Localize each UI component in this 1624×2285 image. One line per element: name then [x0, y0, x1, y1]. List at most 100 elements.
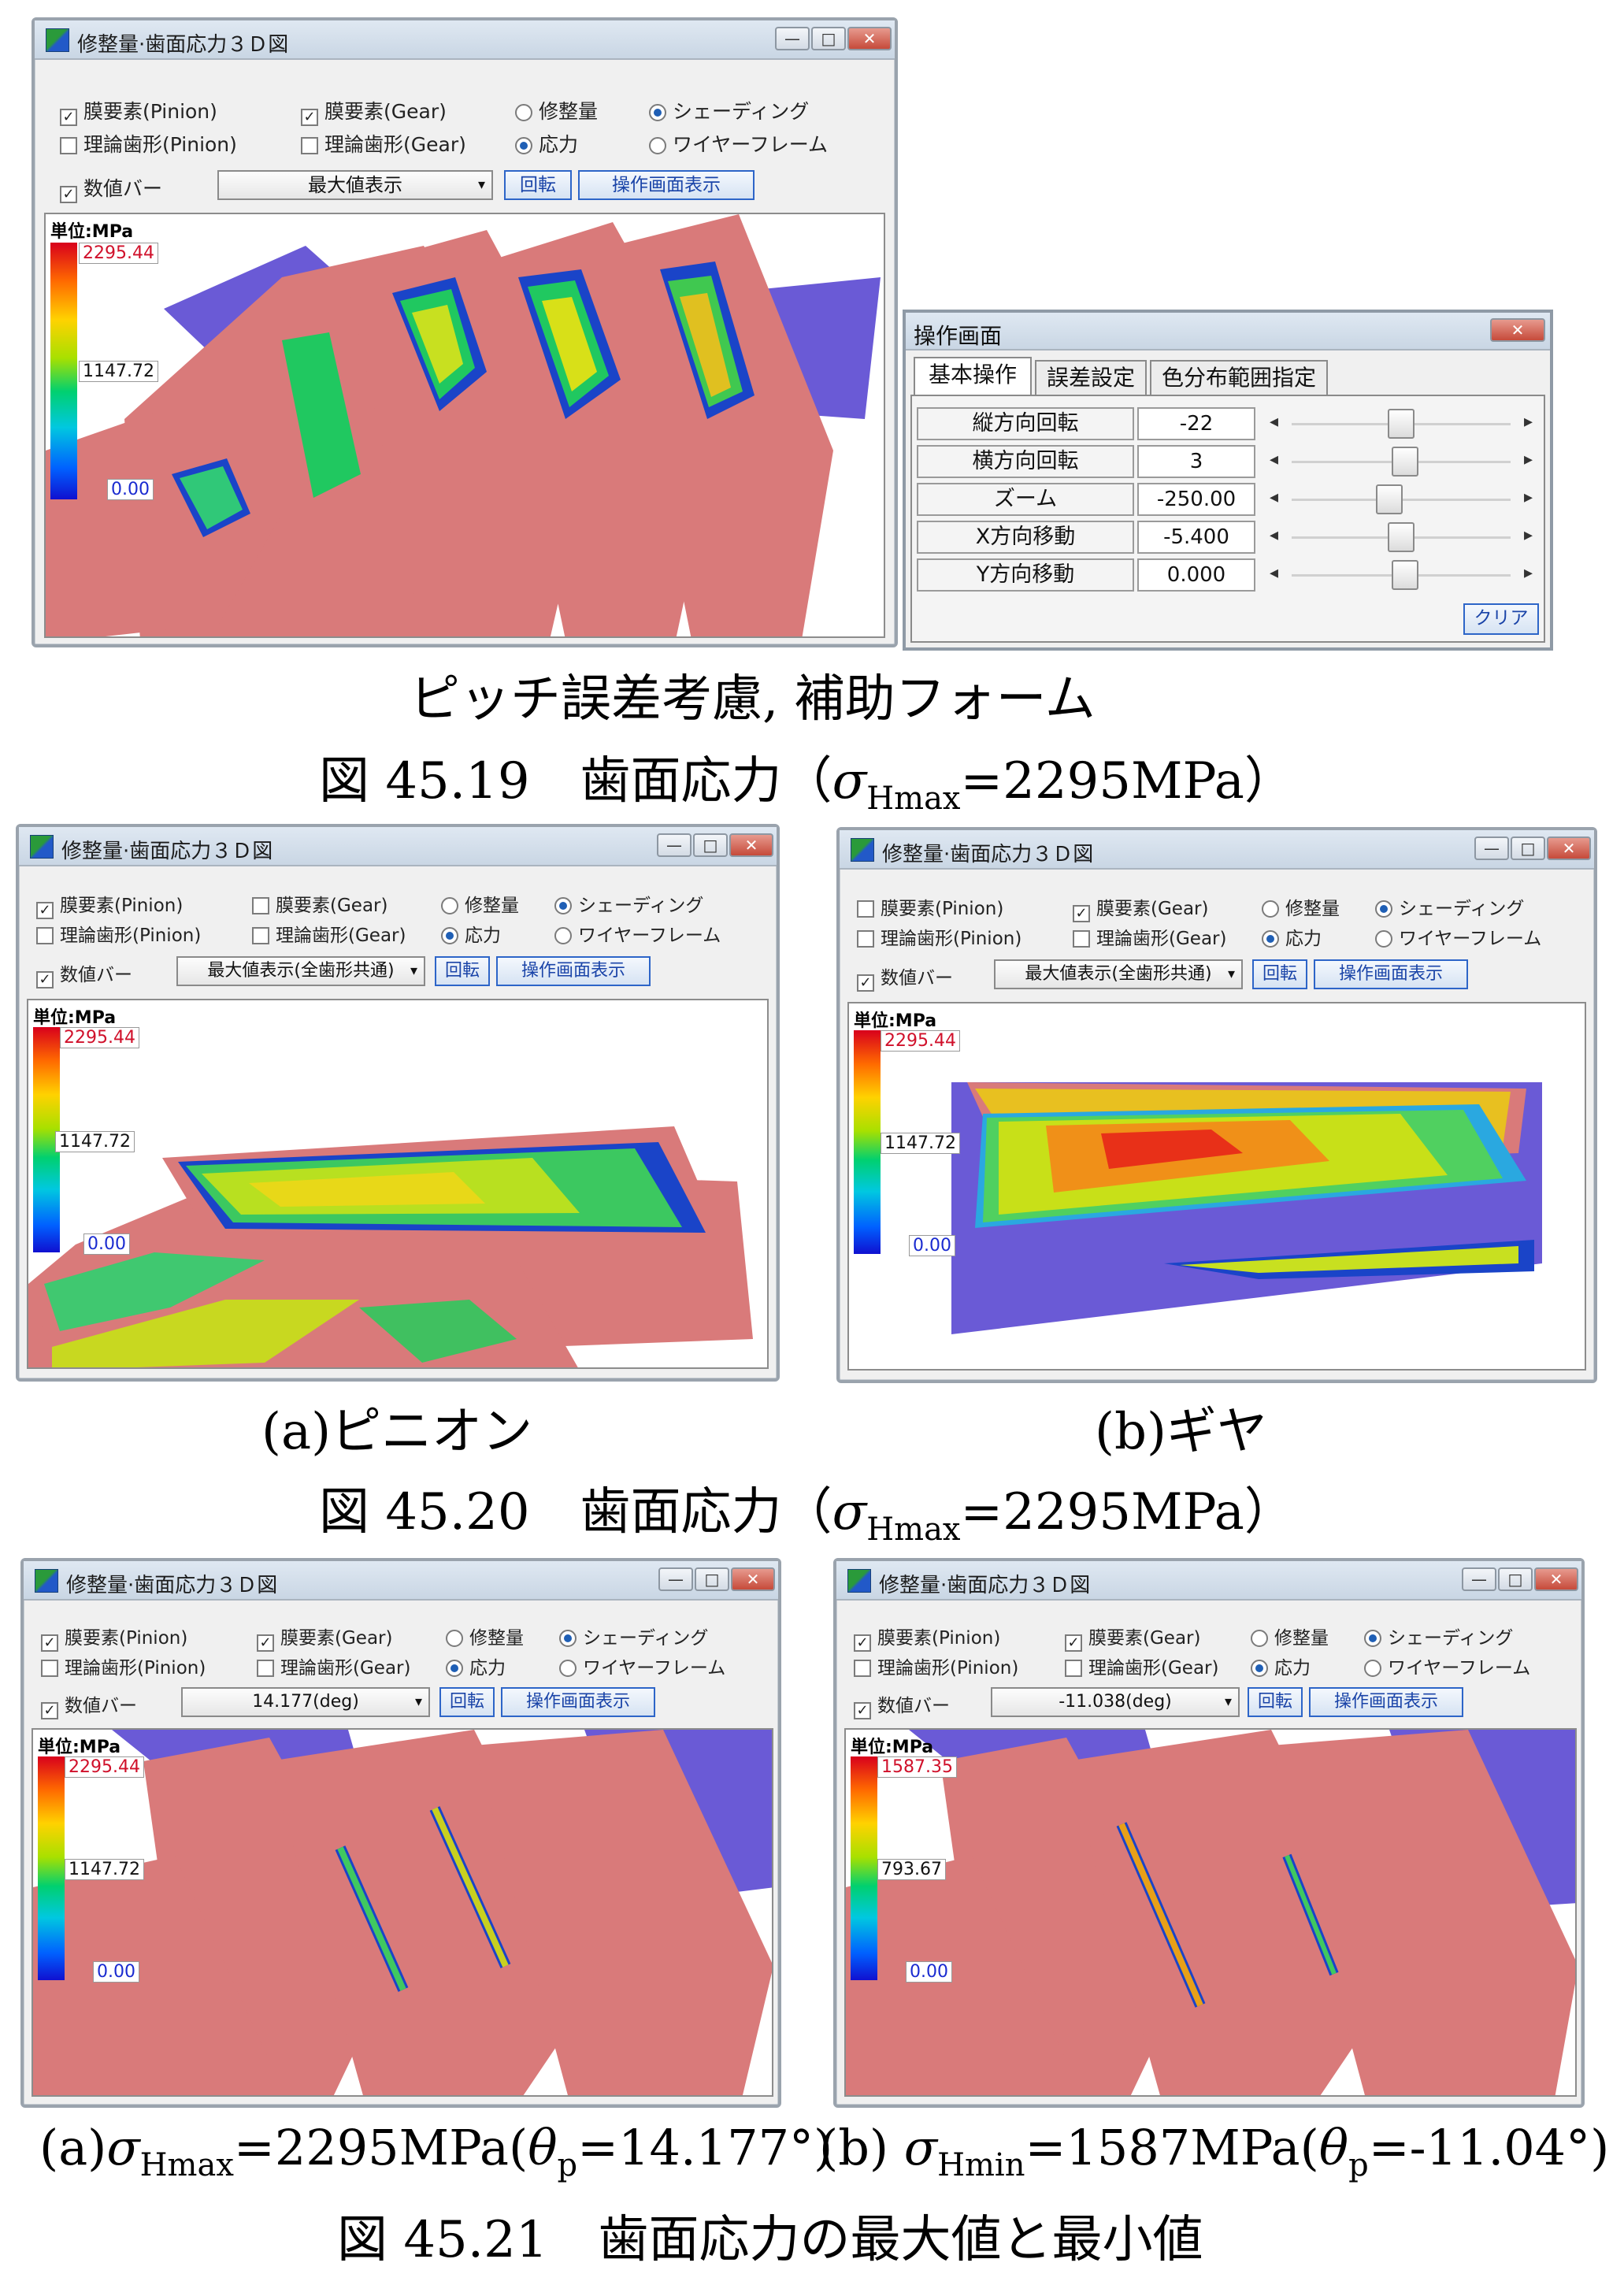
minimize-button[interactable]: — [658, 1567, 693, 1591]
slider-thumb[interactable] [1388, 522, 1415, 552]
check-pinion-theory[interactable]: 理論歯形(Pinion) [60, 129, 237, 158]
close-button[interactable]: ✕ [1547, 836, 1591, 860]
radio-off[interactable] [1364, 1660, 1381, 1677]
check-gear-elem[interactable]: ✓ 膜要素(Gear) [1065, 1623, 1200, 1652]
title-bar[interactable]: 修整量·歯面応力３Ｄ図 — □ ✕ [35, 20, 895, 60]
radio-off[interactable] [1251, 1630, 1268, 1647]
radio-stress[interactable]: 応力 [515, 129, 578, 158]
checkbox-checked[interactable]: ✓ [857, 974, 874, 992]
radio-shading[interactable]: シェーディング [1364, 1623, 1513, 1649]
checkbox-unchecked[interactable] [36, 927, 54, 944]
op-row-slider[interactable]: ◂ ▸ [1265, 409, 1537, 439]
checkbox-unchecked[interactable] [301, 137, 318, 154]
radio-shading[interactable]: シェーディング [1375, 893, 1524, 920]
checkbox-unchecked[interactable] [60, 137, 77, 154]
checkbox-unchecked[interactable] [252, 927, 269, 944]
op-row-value-field[interactable]: -5.400 [1137, 521, 1255, 554]
checkbox-unchecked[interactable] [854, 1660, 871, 1677]
radio-on[interactable] [559, 1630, 577, 1647]
check-numeric-bar[interactable]: ✓ 数値バー [41, 1690, 137, 1719]
radio-off[interactable] [1262, 900, 1279, 918]
minimize-button[interactable]: — [657, 833, 691, 857]
slider-right-arrow[interactable]: ▸ [1523, 563, 1533, 583]
checkbox-checked[interactable]: ✓ [1073, 905, 1090, 922]
radio-on[interactable] [441, 927, 458, 944]
check-gear-theory[interactable]: 理論歯形(Gear) [301, 129, 466, 158]
slider-left-arrow[interactable]: ◂ [1270, 450, 1279, 469]
radio-on[interactable] [446, 1660, 463, 1677]
check-gear-theory[interactable]: 理論歯形(Gear) [1065, 1653, 1218, 1679]
display-mode-dropdown[interactable]: 最大値表示 ▾ [217, 170, 493, 200]
rotate-button[interactable]: 回転 [504, 170, 572, 200]
op-row-value-field[interactable]: 3 [1137, 445, 1255, 478]
tab-error-settings[interactable]: 誤差設定 [1035, 360, 1147, 396]
slider-left-arrow[interactable]: ◂ [1270, 412, 1279, 432]
radio-off[interactable] [441, 897, 458, 914]
check-pinion-theory[interactable]: 理論歯形(Pinion) [41, 1653, 206, 1679]
radio-on[interactable] [515, 137, 532, 154]
checkbox-checked[interactable]: ✓ [257, 1634, 274, 1652]
checkbox-unchecked[interactable] [1065, 1660, 1082, 1677]
rotate-button[interactable]: 回転 [439, 1687, 495, 1717]
close-button[interactable]: ✕ [1534, 1567, 1578, 1591]
slider-left-arrow[interactable]: ◂ [1270, 563, 1279, 583]
slider-thumb[interactable] [1391, 447, 1418, 477]
check-numeric-bar[interactable]: ✓ 数値バー [36, 959, 132, 989]
radio-modify[interactable]: 修整量 [446, 1623, 524, 1649]
angle-dropdown[interactable]: -11.038(deg) ▾ [991, 1687, 1240, 1717]
check-pinion-elem[interactable]: ✓ 膜要素(Pinion) [36, 890, 183, 919]
radio-shading[interactable]: シェーディング [554, 890, 703, 917]
check-pinion-theory[interactable]: 理論歯形(Pinion) [857, 923, 1021, 950]
checkbox-unchecked[interactable] [1073, 930, 1090, 948]
maximize-button[interactable]: □ [1498, 1567, 1533, 1591]
slider-right-arrow[interactable]: ▸ [1523, 525, 1533, 545]
maximize-button[interactable]: □ [811, 27, 846, 50]
check-gear-elem[interactable]: ✓ 膜要素(Gear) [257, 1623, 392, 1652]
check-pinion-theory[interactable]: 理論歯形(Pinion) [36, 920, 201, 947]
maximize-button[interactable]: □ [695, 1567, 729, 1591]
check-pinion-elem[interactable]: 膜要素(Pinion) [857, 893, 1003, 920]
check-gear-theory[interactable]: 理論歯形(Gear) [257, 1653, 410, 1679]
checkbox-checked[interactable]: ✓ [60, 109, 77, 126]
radio-stress[interactable]: 応力 [1251, 1653, 1311, 1679]
3d-view[interactable]: 単位:MPa 2295.44 1147.72 0.00 [27, 999, 769, 1369]
op-row-slider[interactable]: ◂ ▸ [1265, 484, 1537, 514]
op-row-slider[interactable]: ◂ ▸ [1265, 447, 1537, 477]
slider-thumb[interactable] [1376, 484, 1403, 514]
check-gear-elem[interactable]: 膜要素(Gear) [252, 890, 387, 917]
op-row-value-field[interactable]: -250.00 [1137, 483, 1255, 516]
check-pinion-theory[interactable]: 理論歯形(Pinion) [854, 1653, 1018, 1679]
radio-modify[interactable]: 修整量 [441, 890, 519, 917]
minimize-button[interactable]: — [775, 27, 810, 50]
radio-off[interactable] [554, 927, 572, 944]
tab-basic-ops[interactable]: 基本操作 [914, 357, 1032, 396]
radio-wireframe[interactable]: ワイヤーフレーム [554, 920, 721, 947]
slider-left-arrow[interactable]: ◂ [1270, 488, 1279, 507]
radio-on[interactable] [554, 897, 572, 914]
op-row-value-field[interactable]: -22 [1137, 407, 1255, 440]
op-title-bar[interactable]: 操作画面 ✕ [906, 313, 1550, 351]
slider-right-arrow[interactable]: ▸ [1523, 412, 1533, 432]
radio-off[interactable] [515, 104, 532, 121]
checkbox-checked[interactable]: ✓ [41, 1634, 58, 1652]
rotate-button[interactable]: 回転 [1248, 1687, 1303, 1717]
op-close-button[interactable]: ✕ [1490, 318, 1545, 342]
minimize-button[interactable]: — [1462, 1567, 1496, 1591]
show-panel-button[interactable]: 操作画面表示 [578, 170, 755, 200]
check-numeric-bar[interactable]: ✓ 数値バー [857, 963, 953, 992]
check-gear-elem[interactable]: ✓ 膜要素(Gear) [301, 96, 447, 126]
op-row-value-field[interactable]: 0.000 [1137, 558, 1255, 592]
radio-shading[interactable]: シェーディング [649, 96, 809, 124]
op-row-slider[interactable]: ◂ ▸ [1265, 560, 1537, 590]
checkbox-unchecked[interactable] [857, 930, 874, 948]
checkbox-checked[interactable]: ✓ [60, 186, 77, 203]
check-pinion-elem[interactable]: ✓ 膜要素(Pinion) [41, 1623, 187, 1652]
radio-wireframe[interactable]: ワイヤーフレーム [559, 1653, 725, 1679]
checkbox-unchecked[interactable] [41, 1660, 58, 1677]
slider-thumb[interactable] [1391, 560, 1418, 590]
checkbox-checked[interactable]: ✓ [41, 1702, 58, 1719]
check-numeric-bar[interactable]: ✓ 数値バー [854, 1690, 950, 1719]
check-gear-theory[interactable]: 理論歯形(Gear) [252, 920, 406, 947]
3d-view[interactable]: 単位:MPa 2295.44 1147.72 0.00 [32, 1728, 773, 2097]
display-mode-dropdown[interactable]: 最大値表示(全歯形共通) ▾ [994, 959, 1243, 989]
